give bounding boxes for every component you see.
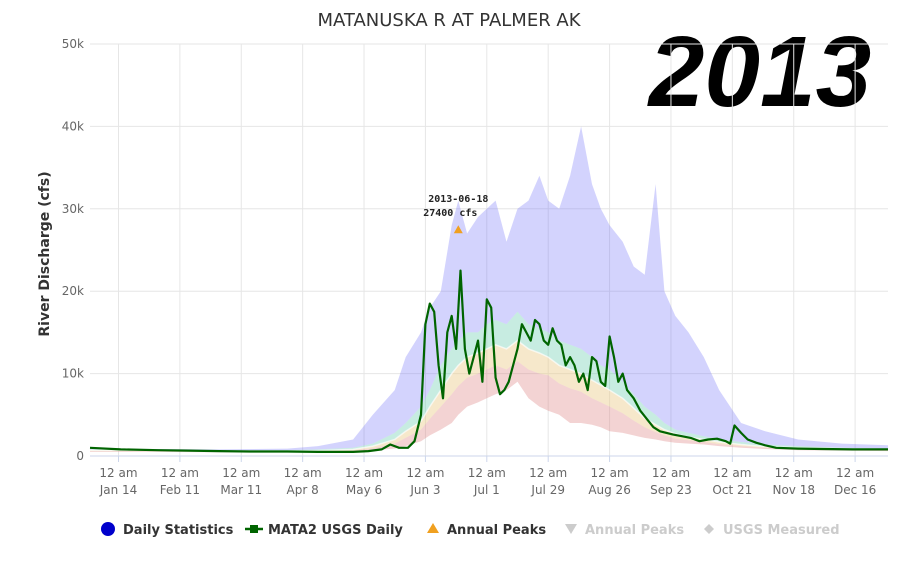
x-tick-label: Jul 1 [473, 483, 500, 497]
axes: 0 10k 20k 30k 40k 50k 12 am Jan 14 12 am Feb 11 12… [62, 37, 888, 497]
x-tick-label: Jul 29 [530, 483, 565, 497]
x-tick-label: 12 am [406, 466, 444, 480]
legend-item[interactable]: USGS Measured [704, 523, 840, 538]
x-tick-label: Oct 21 [712, 483, 752, 497]
x-tick-label: Sep 23 [650, 483, 692, 497]
band-p75-p50 [90, 311, 888, 452]
y-tick-label: 0 [76, 449, 84, 463]
band-max-p75 [90, 126, 888, 451]
band-p50-p25 [90, 340, 888, 452]
legend-item[interactable]: Annual Peaks [427, 523, 546, 538]
legend-label: MATA2 USGS Daily [268, 523, 403, 538]
y-tick-label: 50k [62, 37, 84, 51]
legend-circle-icon [101, 522, 115, 536]
x-tick-label: Jan 14 [99, 483, 138, 497]
legend-item[interactable]: MATA2 USGS Daily [245, 523, 403, 538]
x-tick-label: 12 am [345, 466, 383, 480]
legend-triangle-down-icon [565, 524, 577, 534]
chart-title: MATANUSKA R AT PALMER AK [317, 10, 581, 31]
x-tick-label: Apr 8 [287, 483, 319, 497]
legend-square-icon [250, 525, 258, 533]
daily-discharge-line [89, 269, 888, 453]
x-tick-label: Dec 16 [834, 483, 876, 497]
x-tick-label: Mar 11 [220, 483, 262, 497]
grid [90, 43, 888, 457]
y-tick-label: 30k [62, 202, 84, 216]
x-tick-label: 12 am [468, 466, 506, 480]
x-tick-label: Aug 26 [588, 483, 631, 497]
x-tick-label: 12 am [591, 466, 629, 480]
y-tick-label: 10k [62, 367, 84, 381]
x-tick-label: Feb 11 [160, 483, 200, 497]
y-axis-label: River Discharge (cfs) [37, 171, 53, 336]
annual-peak-marker [453, 225, 463, 234]
annual-peaks-series: 2013-06-18 27400 cfs [423, 194, 488, 234]
usgs-daily-series [89, 269, 888, 453]
y-tick-label: 40k [62, 119, 84, 133]
x-tick-label: 12 am [713, 466, 751, 480]
x-tick-label: 12 am [99, 466, 137, 480]
legend-triangle-up-icon [427, 523, 439, 533]
daily-statistics-bands [89, 126, 889, 453]
year-label: 2013 [647, 16, 871, 128]
x-tick-label: 12 am [284, 466, 322, 480]
x-tick-label: Nov 18 [772, 483, 815, 497]
legend-item[interactable]: Annual Peaks [565, 523, 684, 538]
legend-label: Annual Peaks [585, 523, 684, 538]
x-tick-label: 12 am [161, 466, 199, 480]
x-tick-label: 12 am [652, 466, 690, 480]
x-tick-label: 12 am [775, 466, 813, 480]
x-tick-label: May 6 [346, 483, 382, 497]
legend-label: Annual Peaks [447, 523, 546, 538]
peak-annotation-value: 27400 cfs [423, 208, 477, 219]
y-tick-label: 20k [62, 284, 84, 298]
x-tick-label: Jun 3 [409, 483, 440, 497]
x-tick-label: 12 am [836, 466, 874, 480]
legend-item[interactable]: Daily Statistics [101, 522, 234, 538]
legend[interactable]: Daily Statistics MATA2 USGS Daily Annual P… [101, 522, 840, 538]
legend-label: USGS Measured [723, 523, 840, 538]
x-tick-label: 12 am [222, 466, 260, 480]
x-tick-label: 12 am [529, 466, 567, 480]
band-p25-min [90, 361, 888, 453]
legend-label: Daily Statistics [123, 523, 234, 538]
legend-diamond-icon [704, 524, 714, 534]
peak-annotation-date: 2013-06-18 [428, 194, 488, 205]
